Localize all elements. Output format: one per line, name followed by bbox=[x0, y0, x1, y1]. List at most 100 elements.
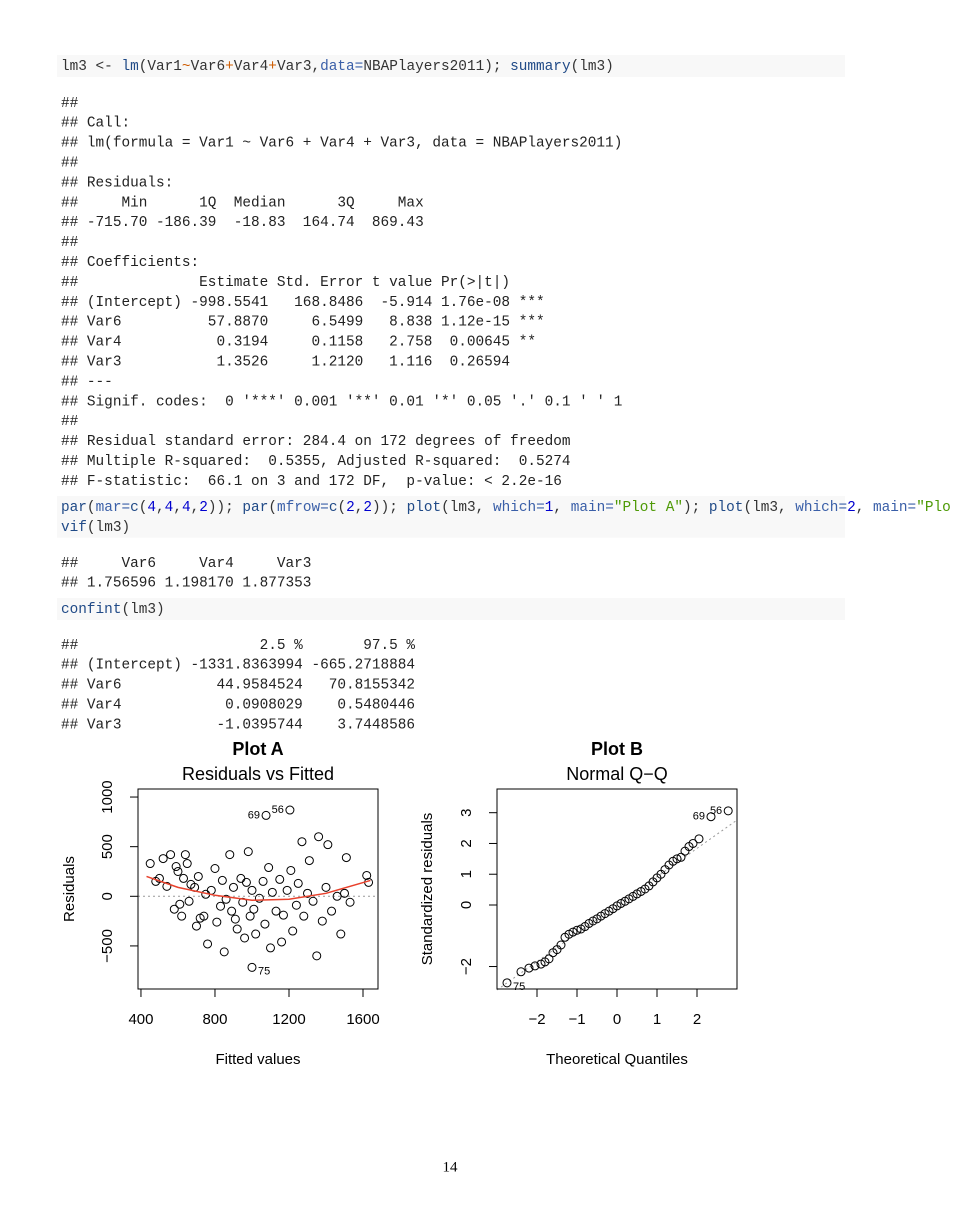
point bbox=[203, 939, 213, 949]
code-token: (lm3) bbox=[571, 59, 614, 75]
code-token: , bbox=[553, 500, 570, 516]
point-label: 69 bbox=[693, 811, 705, 823]
point bbox=[672, 854, 682, 864]
output-line: ## Var3 1.3526 1.2120 1.116 0.26594 bbox=[61, 354, 510, 370]
output-line: ## Signif. codes: 0 '***' 0.001 '**' 0.0… bbox=[61, 394, 622, 410]
plot-title: Plot B bbox=[591, 739, 643, 759]
point-label: 56 bbox=[272, 804, 284, 816]
code-token: 4 bbox=[147, 500, 156, 516]
code-token: plot bbox=[709, 500, 744, 516]
point bbox=[251, 929, 261, 939]
code-token: Var6 bbox=[191, 59, 226, 75]
point bbox=[193, 871, 203, 881]
point bbox=[206, 885, 216, 895]
code-token: which= bbox=[795, 500, 847, 516]
smooth-line bbox=[146, 875, 371, 902]
point bbox=[336, 929, 346, 939]
x-tick-label: 800 bbox=[202, 1011, 227, 1028]
output-line: ## Call: bbox=[61, 116, 130, 132]
output-line: ## bbox=[61, 414, 79, 430]
output-line: ## Min 1Q Median 3Q Max bbox=[61, 195, 424, 211]
point bbox=[191, 921, 201, 931]
point bbox=[162, 881, 172, 891]
point bbox=[286, 865, 296, 875]
y-tick-label: 500 bbox=[99, 834, 116, 859]
x-tick-label: 1 bbox=[653, 1011, 661, 1028]
point bbox=[282, 885, 292, 895]
code-token: , bbox=[355, 500, 364, 516]
plot-subtitle: Normal Q−Q bbox=[566, 764, 668, 784]
x-tick-label: 0 bbox=[613, 1011, 621, 1028]
y-tick-label: −500 bbox=[99, 929, 116, 963]
point bbox=[179, 873, 189, 883]
point bbox=[277, 937, 287, 947]
point bbox=[314, 832, 324, 842]
y-tick-label: 0 bbox=[99, 892, 116, 900]
point bbox=[182, 859, 192, 869]
point bbox=[291, 900, 301, 910]
x-axis-label: Fitted values bbox=[215, 1051, 300, 1068]
point bbox=[210, 864, 220, 874]
point-label: 69 bbox=[248, 809, 260, 821]
labeled-point bbox=[723, 806, 733, 816]
point bbox=[341, 853, 351, 863]
point bbox=[694, 834, 704, 844]
output-line: ## 2.5 % 97.5 % bbox=[61, 638, 415, 654]
code-token: c bbox=[130, 500, 139, 516]
y-tick-label: 3 bbox=[458, 809, 475, 817]
point bbox=[166, 850, 176, 860]
point bbox=[340, 888, 350, 898]
code-token: , bbox=[173, 500, 182, 516]
plot-box bbox=[496, 788, 738, 990]
point bbox=[232, 924, 242, 934]
point bbox=[184, 896, 194, 906]
point bbox=[516, 967, 526, 977]
point bbox=[217, 875, 227, 885]
point bbox=[145, 859, 155, 869]
labeled-point bbox=[261, 810, 271, 820]
code-token: vif bbox=[61, 520, 87, 536]
code-token: mfrow= bbox=[277, 500, 329, 516]
output-line: ## Var4 0.3194 0.1158 2.758 0.00645 ** bbox=[61, 335, 536, 351]
point bbox=[556, 940, 566, 950]
output-line: ## Residuals: bbox=[61, 175, 173, 191]
code-token: Var3, bbox=[277, 59, 320, 75]
point bbox=[362, 870, 372, 880]
labeled-point bbox=[247, 962, 257, 972]
output-line: ## Estimate Std. Error t value Pr(>|t|) bbox=[61, 275, 510, 291]
code-token: mar= bbox=[96, 500, 131, 516]
plot-title: Plot A bbox=[232, 739, 283, 759]
point bbox=[212, 917, 222, 927]
y-axis-label: Residuals bbox=[61, 856, 78, 922]
code-token: , bbox=[191, 500, 200, 516]
point bbox=[173, 866, 183, 876]
code-token: plot bbox=[407, 500, 442, 516]
plot-box bbox=[137, 788, 379, 990]
code-token: ( bbox=[268, 500, 277, 516]
point bbox=[264, 863, 274, 873]
point bbox=[230, 914, 240, 924]
code-token: (lm3, bbox=[441, 500, 493, 516]
point bbox=[154, 873, 164, 883]
output-line: ## Coefficients: bbox=[61, 255, 199, 271]
code-token: ~ bbox=[182, 59, 191, 75]
point bbox=[219, 947, 229, 957]
point bbox=[676, 852, 686, 862]
code-token: "Plo bbox=[916, 500, 951, 516]
point bbox=[171, 862, 181, 872]
x-tick-label: 1600 bbox=[346, 1011, 379, 1028]
code-token: lm bbox=[121, 59, 138, 75]
code-token: 4 bbox=[165, 500, 174, 516]
code-token: which= bbox=[493, 500, 545, 516]
point bbox=[249, 904, 259, 914]
x-tick-label: −2 bbox=[528, 1011, 545, 1028]
point bbox=[524, 963, 534, 973]
point bbox=[275, 874, 285, 884]
output-line: ## --- bbox=[61, 374, 113, 390]
point bbox=[271, 906, 281, 916]
point bbox=[267, 887, 277, 897]
y-tick-label: 1 bbox=[458, 870, 475, 878]
y-axis-label: Standardized residuals bbox=[419, 813, 436, 966]
code-token: )); bbox=[372, 500, 407, 516]
